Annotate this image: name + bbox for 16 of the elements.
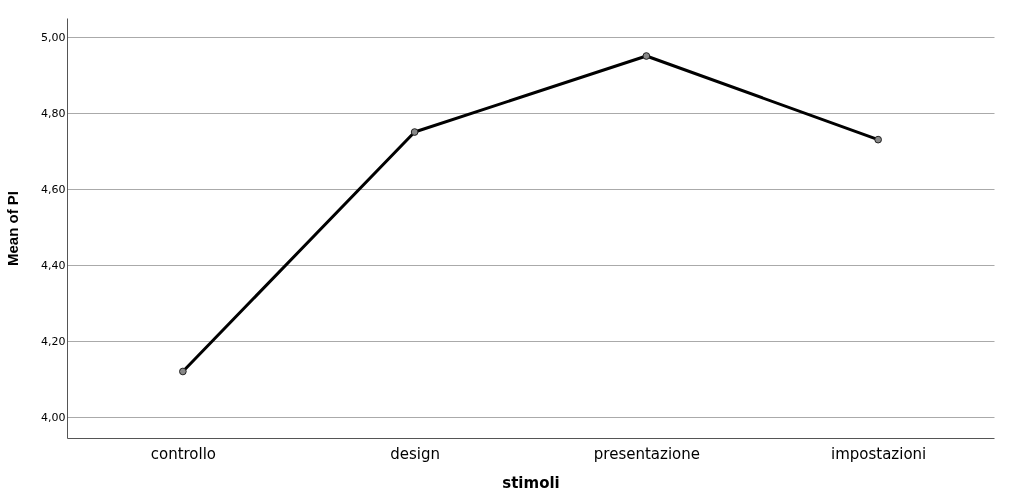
x-tick-label: impostazioni <box>830 444 927 463</box>
y-tick-label: 5,00 <box>41 30 66 44</box>
y-axis-title: Mean of PI <box>4 190 22 267</box>
x-tick-label: controllo <box>150 444 217 463</box>
point <box>642 52 651 60</box>
x-tick-label: presentazione <box>593 444 700 463</box>
y-tick-label: 4,20 <box>41 334 66 348</box>
x-tick-label: design <box>390 444 441 463</box>
x-axis-title: stimoli <box>502 473 560 490</box>
y-tick-label: 4,80 <box>41 106 66 120</box>
y-tick-label: 4,40 <box>41 258 66 272</box>
point <box>410 128 419 136</box>
y-tick-label: 4,60 <box>41 182 66 196</box>
point <box>179 367 187 376</box>
point <box>874 135 882 144</box>
y-tick-label: 4,00 <box>41 410 66 424</box>
